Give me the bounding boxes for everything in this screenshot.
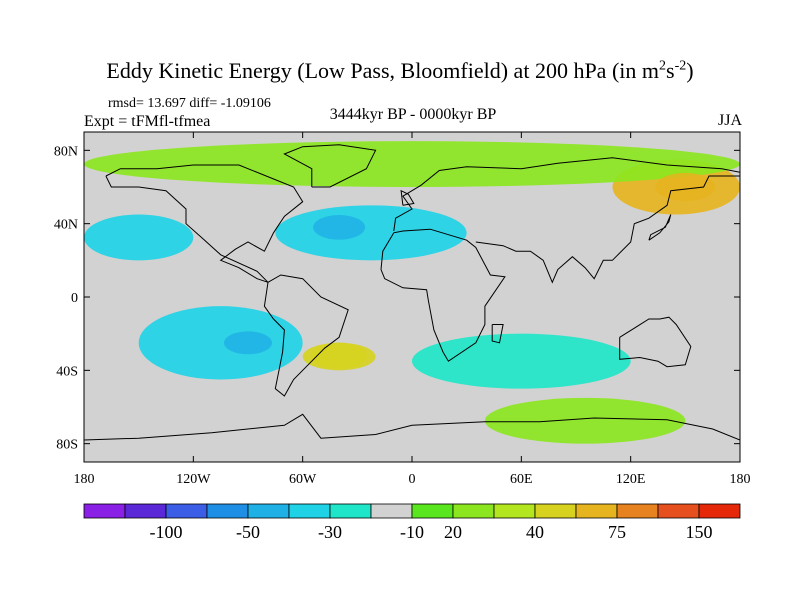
colorbar-label: -50 — [236, 522, 260, 542]
colorbar-swatch — [657, 503, 700, 519]
coastline — [393, 157, 740, 232]
colorbar-label: -30 — [318, 522, 342, 542]
colorbar-label: 150 — [686, 522, 713, 542]
coastlines — [84, 144, 740, 441]
coastline — [648, 214, 672, 241]
colorbar-label: -10 — [400, 522, 424, 542]
anomaly-region — [84, 141, 740, 187]
anomaly-region — [84, 214, 194, 261]
colorbar-label: 75 — [608, 522, 626, 542]
lat-label: 40N — [54, 218, 78, 233]
map-field — [84, 132, 740, 462]
lon-label: 60E — [510, 472, 533, 487]
lon-label: 120W — [176, 472, 211, 487]
coastline — [283, 144, 377, 188]
coastline — [263, 274, 349, 397]
colorbar-swatch — [329, 503, 372, 519]
coastline — [491, 324, 504, 344]
lon-label: 180 — [730, 472, 751, 487]
colorbar-swatch — [124, 503, 167, 519]
anomaly-region — [411, 333, 631, 389]
lat-label: 40S — [56, 364, 78, 379]
colorbar-swatch — [493, 503, 536, 519]
anomaly-region — [275, 205, 467, 261]
coastline — [380, 228, 506, 362]
period-label: 3444kyr BP - 0000kyr BP — [329, 106, 497, 123]
colorbar-swatch — [616, 503, 659, 519]
anomaly-region — [484, 397, 686, 444]
coastline — [105, 164, 304, 283]
anomaly-core — [313, 215, 366, 240]
colorbar-swatch — [165, 503, 208, 519]
lon-label: 120E — [616, 472, 646, 487]
lon-label: 0 — [409, 472, 416, 487]
colorbar-swatch — [575, 503, 618, 519]
colorbar-swatch — [247, 503, 290, 519]
colorbar-label: -100 — [150, 522, 183, 542]
anomaly-core — [311, 342, 368, 369]
coastline — [84, 413, 740, 441]
coastline — [400, 189, 415, 206]
stats-label: rmsd= 13.697 diff= -1.09106 — [108, 96, 271, 111]
colorbar-swatch — [698, 503, 741, 519]
colorbar-swatch — [411, 503, 454, 519]
plot-title: Eddy Kinetic Energy (Low Pass, Bloomfiel… — [106, 58, 694, 83]
coastline — [619, 316, 692, 368]
anomaly-core — [224, 331, 272, 355]
colorbar-swatch — [206, 503, 249, 519]
colorbar: -100 -50 -30 -10 20 40 75 150 — [83, 503, 741, 542]
lon-label: 180 — [74, 472, 95, 487]
lat-label: 0 — [71, 291, 78, 306]
colorbar-swatch — [534, 503, 577, 519]
lat-label: 80N — [54, 144, 78, 159]
colorbar-swatch — [370, 503, 413, 519]
experiment-label: Expt = tFMfl-tfmea — [84, 113, 211, 130]
colorbar-swatch — [83, 503, 126, 519]
lon-label: 60W — [289, 472, 317, 487]
anomaly-region — [138, 306, 303, 380]
colorbar-label: 40 — [526, 522, 544, 542]
coastline — [475, 175, 740, 284]
colorbar-swatch — [452, 503, 495, 519]
colorbar-swatch — [288, 503, 331, 519]
anomaly-core — [655, 172, 716, 202]
colorbar-label: 20 — [444, 522, 462, 542]
lat-label: 80S — [56, 438, 78, 453]
season-label: JJA — [717, 112, 742, 129]
